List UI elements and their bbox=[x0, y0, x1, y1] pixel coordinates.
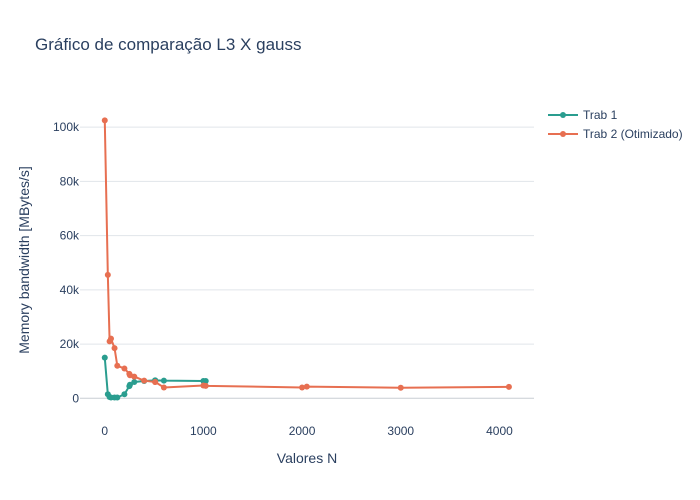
series-1-point bbox=[101, 354, 108, 361]
x-tick-label: 1000 bbox=[190, 424, 217, 438]
series-2-point bbox=[303, 383, 310, 390]
y-tick-label: 100k bbox=[53, 120, 80, 134]
series-2-point bbox=[299, 384, 306, 391]
chart-title: Gráfico de comparação L3 X gauss bbox=[35, 35, 301, 54]
series-2-line bbox=[103, 120, 509, 389]
series-2-point bbox=[505, 383, 512, 390]
series-1-point bbox=[160, 377, 167, 384]
series-1-point bbox=[131, 379, 138, 386]
series-2-point bbox=[397, 384, 404, 391]
series-1-point bbox=[121, 391, 128, 398]
series-2-point bbox=[114, 362, 121, 369]
y-tick-label: 40k bbox=[60, 283, 80, 297]
series-2-point bbox=[152, 379, 159, 386]
x-tick-label: 3000 bbox=[387, 424, 414, 438]
legend-marker bbox=[560, 131, 566, 137]
series-2-point bbox=[160, 384, 167, 391]
series-2-point bbox=[121, 365, 128, 372]
x-axis-title: Valores N bbox=[277, 450, 337, 466]
series-2-point bbox=[111, 345, 118, 352]
gridlines bbox=[80, 126, 534, 399]
series-1-point bbox=[114, 394, 121, 401]
legend-marker bbox=[560, 112, 566, 118]
legend-item[interactable]: Trab 2 (Otimizado) bbox=[548, 127, 683, 141]
y-tick-label: 80k bbox=[60, 174, 80, 188]
plot-area bbox=[101, 117, 512, 401]
legend-item[interactable]: Trab 1 bbox=[548, 108, 618, 122]
series-2-point bbox=[107, 335, 114, 342]
series-2-point bbox=[104, 271, 111, 278]
x-axis-ticks: 0 1000 2000 3000 4000 bbox=[101, 424, 513, 438]
x-tick-label: 0 bbox=[101, 424, 108, 438]
x-tick-label: 4000 bbox=[486, 424, 513, 438]
series-2-point bbox=[202, 382, 209, 389]
legend-label: Trab 2 (Otimizado) bbox=[583, 127, 683, 141]
y-tick-label: 60k bbox=[60, 229, 80, 243]
series-1-point bbox=[202, 377, 209, 384]
x-tick-label: 2000 bbox=[289, 424, 316, 438]
y-axis-ticks: 0 20k 40k 60k 80k 100k bbox=[53, 120, 80, 405]
series-2-point bbox=[131, 373, 138, 380]
y-tick-label: 20k bbox=[60, 337, 80, 351]
y-axis-title: Memory bandwidth [MBytes/s] bbox=[16, 166, 32, 354]
series-2-point bbox=[101, 117, 108, 124]
series-1-point bbox=[126, 381, 133, 388]
legend: Trab 1 Trab 2 (Otimizado) bbox=[548, 108, 683, 141]
legend-label: Trab 1 bbox=[583, 108, 618, 122]
y-tick-label: 0 bbox=[72, 391, 79, 405]
series-2-point bbox=[141, 377, 148, 384]
